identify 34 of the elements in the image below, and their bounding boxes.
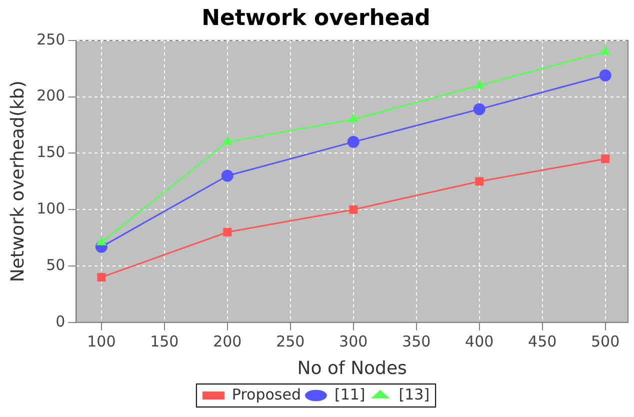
point [599,69,612,82]
legend-label: Proposed [232,385,301,404]
x-tick-label: 100 [87,332,116,350]
x-tick-label: 250 [276,332,305,350]
y-tick-label: 150 [36,143,66,162]
point [348,113,359,122]
point [601,154,610,164]
y-tick-label: 250 [36,30,66,48]
point [349,205,358,214]
point [474,80,485,89]
point [221,170,234,182]
x-tick-label: 400 [465,332,494,350]
point [347,136,360,148]
x-tick-label: 300 [339,332,368,350]
x-tick-label: 150 [150,332,179,350]
legend-label: [13] [398,385,430,404]
y-tick-label: 0 [56,312,66,330]
point [97,273,106,282]
point [222,136,233,145]
x-tick-label: 450 [528,332,557,350]
point [600,46,611,55]
x-tick-label: 500 [591,332,620,350]
y-tick-label: 100 [36,199,66,218]
point [223,228,232,236]
point [475,177,484,186]
y-tick-label: 200 [36,86,66,105]
legend-label: [11] [334,385,366,404]
x-tick-label: 350 [402,332,431,350]
point [473,103,486,116]
x-tick-label: 200 [213,332,242,350]
y-axis-title: Network overhead(kb) [7,80,28,282]
x-axis-title: No of Nodes [297,358,407,379]
y-tick-label: 50 [46,256,66,274]
chart-title: Network overhead [202,6,430,31]
